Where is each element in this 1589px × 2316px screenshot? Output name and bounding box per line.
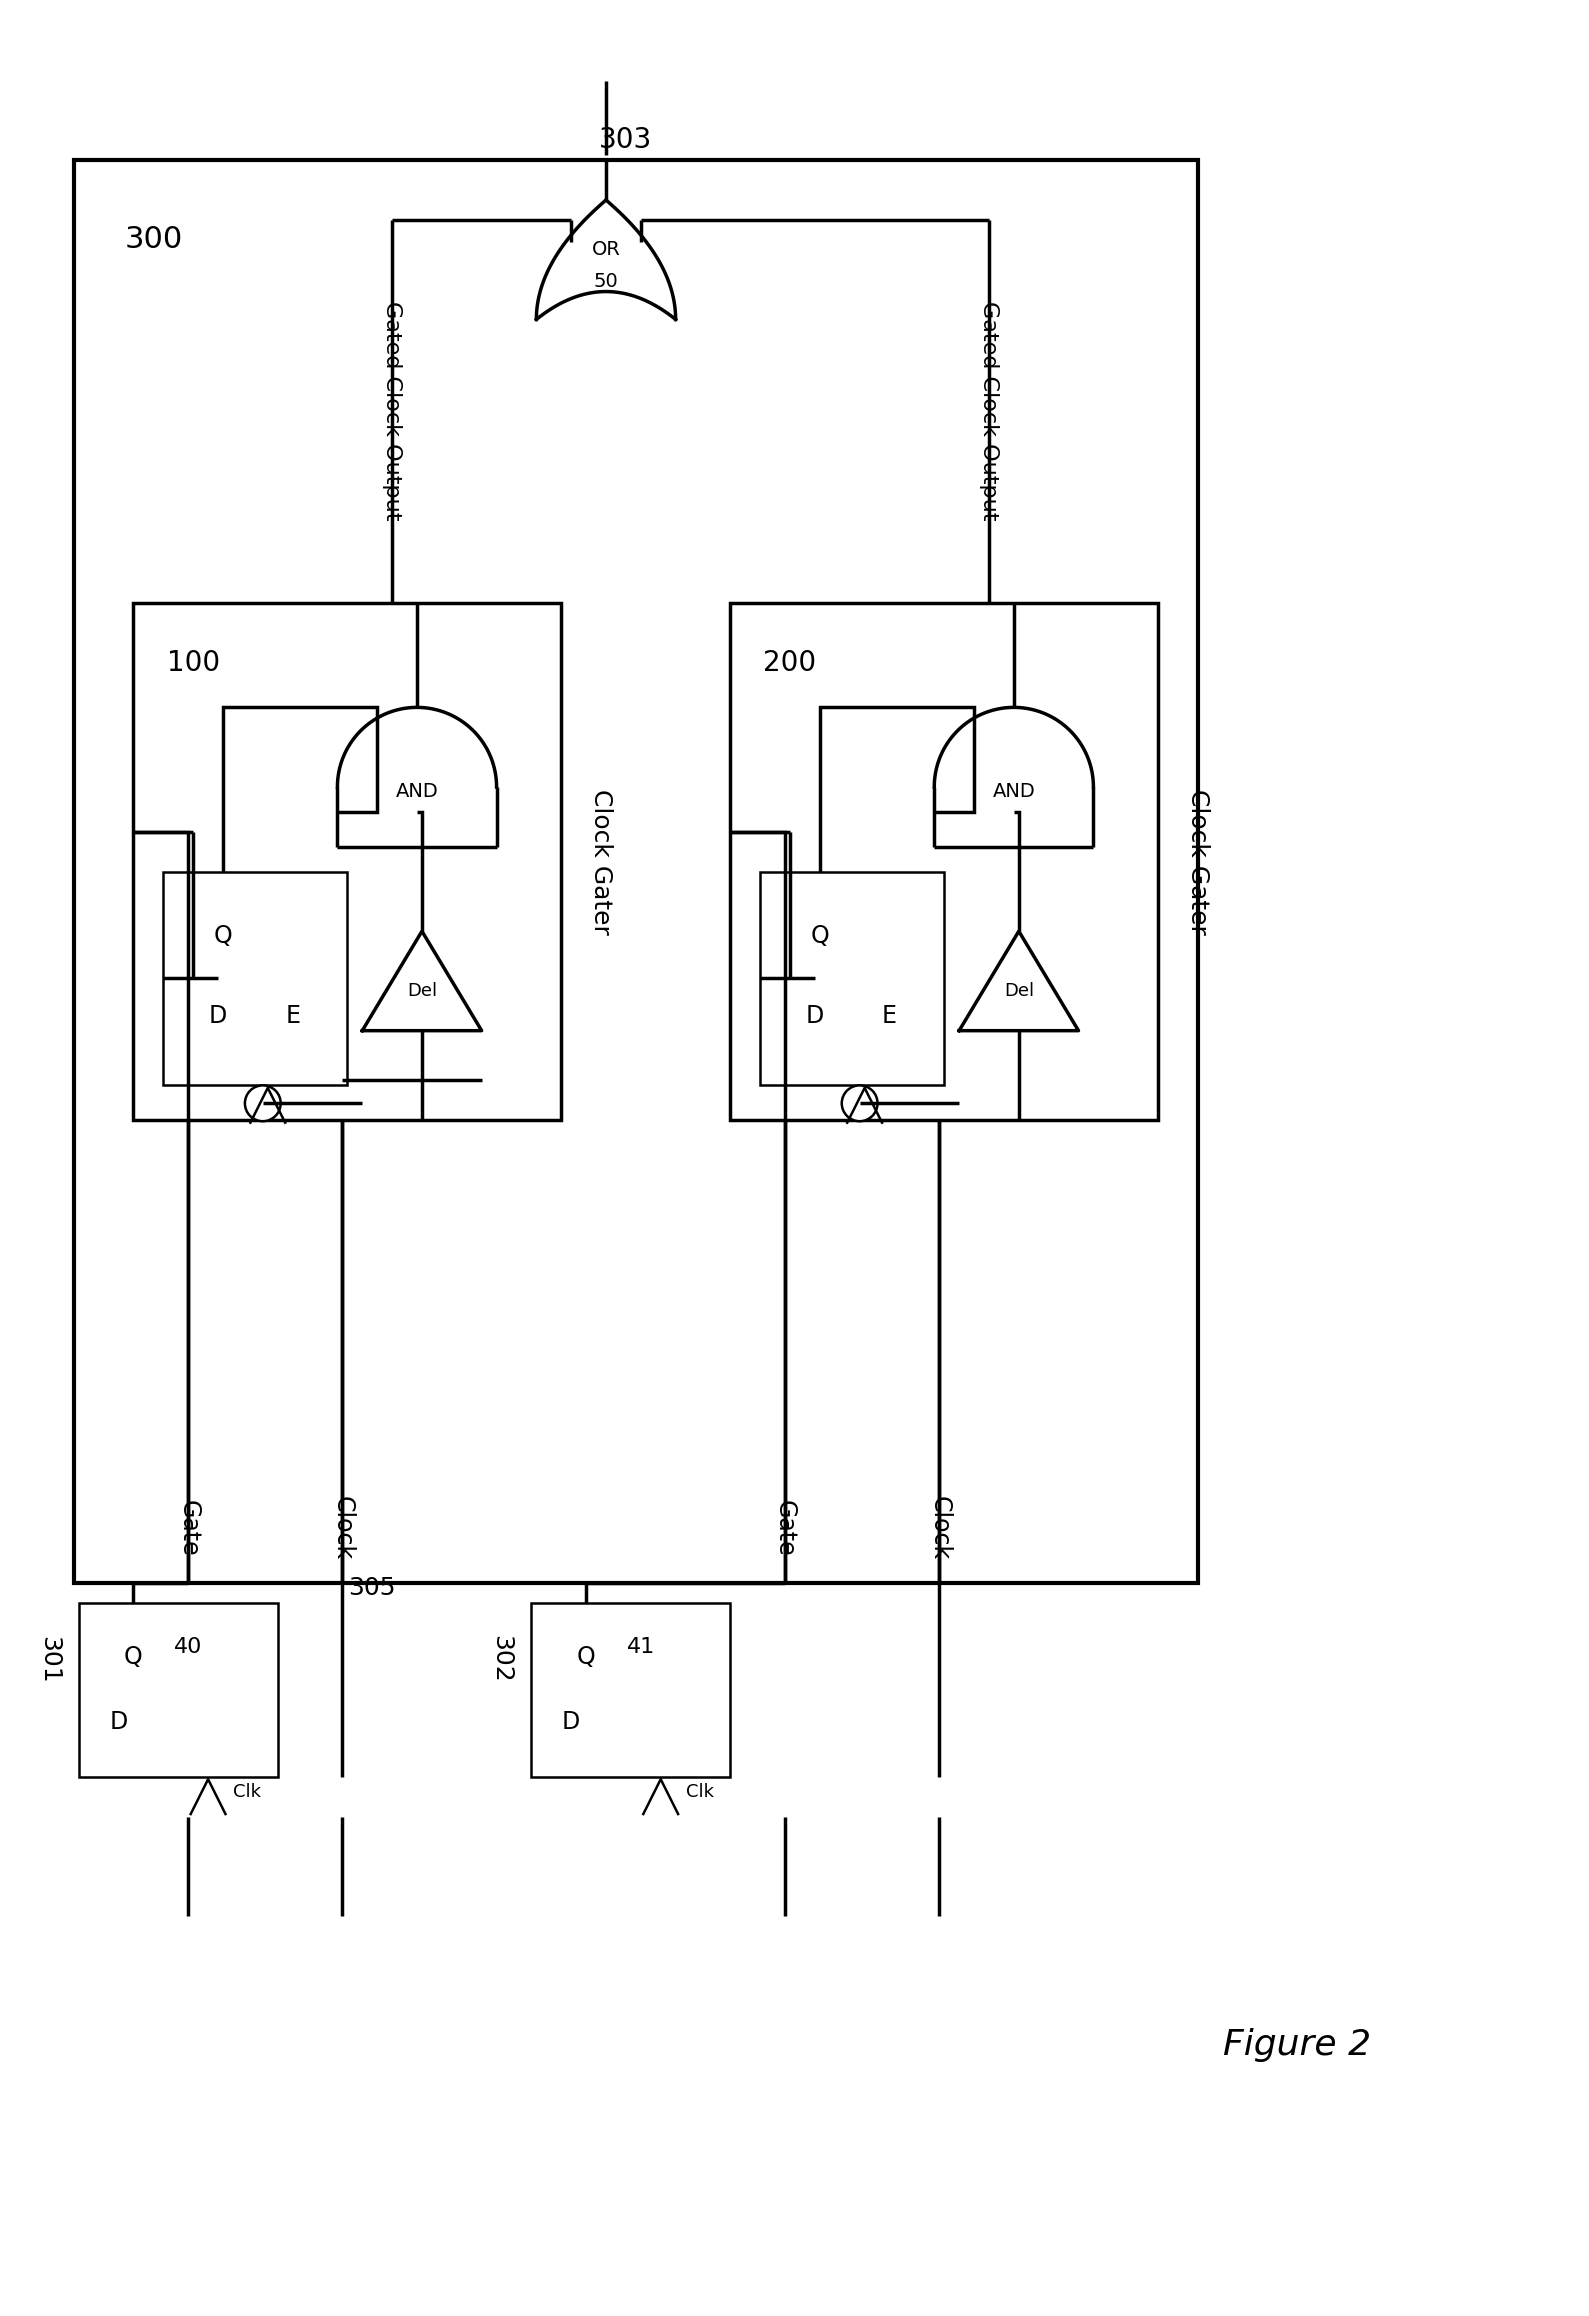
Text: Clk: Clk xyxy=(234,1783,261,1800)
Text: 50: 50 xyxy=(594,271,618,292)
Text: Q: Q xyxy=(213,924,232,947)
Bar xyxy=(73,160,1198,1582)
Bar xyxy=(133,602,561,1121)
Bar xyxy=(531,1603,731,1776)
Bar xyxy=(79,1603,278,1776)
Bar xyxy=(760,871,944,1086)
Text: 200: 200 xyxy=(763,648,817,676)
Text: 300: 300 xyxy=(124,225,183,255)
Text: Clock: Clock xyxy=(928,1496,952,1561)
Text: Figure 2: Figure 2 xyxy=(1224,2029,1371,2061)
Text: Clk: Clk xyxy=(685,1783,713,1800)
Text: 305: 305 xyxy=(348,1575,396,1600)
Bar xyxy=(731,602,1158,1121)
Text: E: E xyxy=(882,1003,898,1028)
Text: D: D xyxy=(208,1003,227,1028)
Text: Gate: Gate xyxy=(774,1501,798,1556)
Text: Gated Clock Output: Gated Clock Output xyxy=(979,301,999,521)
Text: Clock Gater: Clock Gater xyxy=(590,790,613,933)
Text: E: E xyxy=(284,1003,300,1028)
Text: D: D xyxy=(806,1003,825,1028)
Text: AND: AND xyxy=(396,783,439,801)
Text: Q: Q xyxy=(124,1644,143,1670)
Text: Clock: Clock xyxy=(331,1496,354,1561)
Circle shape xyxy=(842,1086,877,1121)
Circle shape xyxy=(245,1086,281,1121)
Text: OR: OR xyxy=(591,241,620,259)
Text: Gate: Gate xyxy=(176,1501,200,1556)
Text: Clock Gater: Clock Gater xyxy=(1185,790,1209,933)
Text: Gated Clock Output: Gated Clock Output xyxy=(381,301,402,521)
Text: Del: Del xyxy=(407,982,437,1001)
Text: Del: Del xyxy=(1004,982,1034,1001)
Text: 100: 100 xyxy=(167,648,219,676)
Text: 301: 301 xyxy=(37,1635,60,1684)
Text: D: D xyxy=(563,1709,580,1735)
Text: Q: Q xyxy=(810,924,829,947)
Text: 303: 303 xyxy=(599,127,653,155)
Text: AND: AND xyxy=(993,783,1034,801)
Text: Q: Q xyxy=(577,1644,596,1670)
Text: 41: 41 xyxy=(626,1637,655,1658)
Text: 40: 40 xyxy=(175,1637,202,1658)
Text: D: D xyxy=(110,1709,127,1735)
Bar xyxy=(164,871,348,1086)
Text: 302: 302 xyxy=(489,1635,513,1684)
